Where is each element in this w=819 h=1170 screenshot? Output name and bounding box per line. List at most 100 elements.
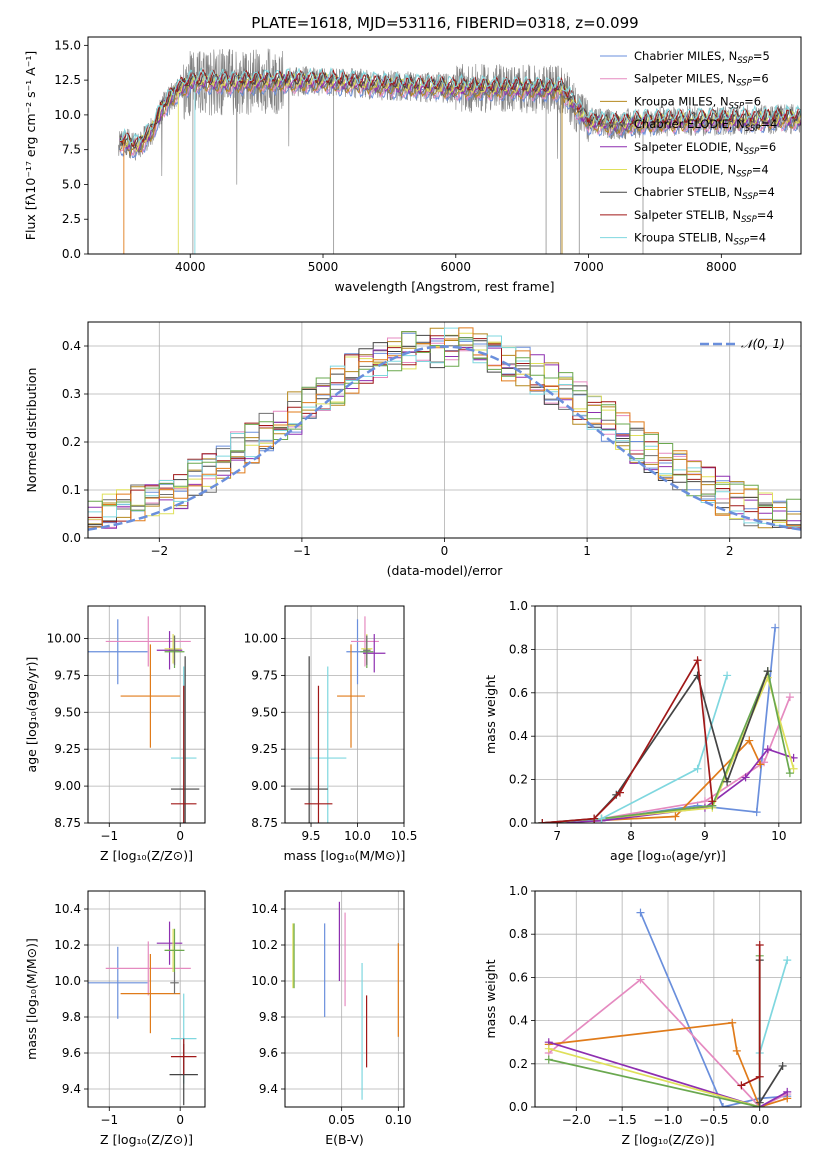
x-axis-label: age [log₁₀(age/yr)] (610, 848, 726, 863)
legend-label-sub: SSP (736, 79, 752, 89)
legend-label-sub: SSP (737, 56, 753, 66)
series-marker (741, 773, 750, 782)
y-tick-label: 10.2 (54, 938, 81, 952)
legend-label-main: Kroupa STELIB, N (634, 231, 734, 245)
x-tick-label: −1 (100, 1113, 118, 1127)
y-tick-label: 0.0 (62, 247, 81, 261)
legend-label: 𝒩(0, 1) (741, 337, 785, 351)
legend-label-tail: =4 (749, 231, 766, 245)
y-tick-label: 15.0 (54, 38, 81, 52)
y-tick-label: 1.0 (509, 599, 528, 613)
model-line (119, 80, 801, 158)
y-tick-label: 9.00 (251, 779, 278, 793)
y-tick-label: 10.4 (54, 902, 81, 916)
legend-label-sub: SSP (745, 124, 761, 134)
y-tick-label: 10.0 (54, 974, 81, 988)
errorbar-point (88, 619, 148, 685)
legend-label-main: Salpeter ELODIE, N (634, 140, 744, 154)
series-marker (771, 623, 780, 632)
panel-massweight_vs_age: 7 8 9 10 0.0 0.2 0.4 0.6 0.8 1.0 age [log₁₀(age/yr… (483, 599, 802, 863)
x-tick-label: 0 (176, 829, 184, 843)
y-tick-label: 9.75 (251, 668, 278, 682)
series-marker (671, 812, 680, 821)
legend-label-tail: =4 (752, 163, 769, 177)
series-line (548, 1047, 760, 1107)
legend-label-main: Chabrier STELIB, N (634, 185, 742, 199)
legend-label: Kroupa MILES, NSSP=6 (634, 94, 761, 111)
series-marker (693, 671, 702, 680)
x-tick-label: 4000 (175, 260, 206, 274)
errorbar-point (120, 954, 181, 1034)
series-marker (538, 819, 547, 823)
series-marker (728, 1018, 737, 1027)
series-marker (544, 1055, 553, 1064)
x-tick-label: 8 (627, 829, 635, 843)
series-marker (693, 764, 702, 773)
errorbar-point (304, 685, 333, 823)
x-tick-label: −1 (100, 829, 118, 843)
legend-label-main: Kroupa ELODIE, N (634, 163, 736, 177)
y-tick-label: 10.0 (251, 974, 278, 988)
errorbar-point (290, 656, 328, 823)
y-tick-label: 9.4 (62, 1082, 81, 1096)
x-axis-label: E(B-V) (325, 1132, 364, 1147)
y-tick-label: 0.8 (509, 642, 528, 656)
series-marker (763, 745, 772, 754)
model-line (119, 67, 801, 146)
x-tick-label: −1 (293, 544, 311, 558)
series-line (548, 1041, 788, 1107)
legend-label-main: Chabrier ELODIE, N (634, 117, 745, 131)
x-tick-label: 10 (771, 829, 786, 843)
x-tick-label: −2.0 (562, 1113, 591, 1127)
y-tick-label: 5.0 (62, 177, 81, 191)
series-line (548, 978, 788, 1107)
errorbar-point (170, 656, 200, 823)
series-marker (755, 941, 764, 949)
x-tick-label: 0.10 (385, 1113, 412, 1127)
y-axis-label: Normed distribution (24, 368, 39, 493)
y-tick-label: 0.2 (509, 773, 528, 787)
series-marker (755, 1072, 764, 1081)
legend-label-tail: =4 (760, 117, 777, 131)
axes-frame (87, 36, 802, 255)
histogram-step (88, 331, 801, 521)
series-line (741, 945, 761, 1087)
y-tick-label: 0.6 (509, 686, 528, 700)
gaussian-curve (88, 345, 801, 531)
y-axis-label: age [log₁₀(age/yr)] (24, 657, 39, 773)
panel-residuals: 𝒩(0, 1) −2 −1 0 1 2 0.0 0.1 0.2 0.3 0.4 (data-model… (24, 321, 802, 578)
series-marker (763, 667, 772, 676)
series-marker (785, 693, 794, 702)
x-tick-label: 0.05 (328, 1113, 355, 1127)
legend-label-sub: SSP (734, 238, 750, 248)
series-line (542, 748, 794, 823)
series-line (542, 696, 791, 823)
y-tick-label: 12.5 (54, 73, 81, 87)
legend-label-tail: =6 (744, 94, 761, 108)
y-tick-label: 0.1 (62, 483, 81, 497)
legend-label-sub: SSP (744, 147, 760, 157)
x-axis-label: (data-model)/error (387, 563, 504, 578)
y-tick-label: 0.0 (62, 531, 81, 545)
errorbar-point (337, 644, 365, 748)
y-tick-label: 10.00 (244, 631, 278, 645)
x-axis-label: Z [log₁₀(Z/Z⊙)] (622, 1132, 715, 1147)
errorbar-point (105, 616, 191, 667)
x-tick-label: 6000 (441, 260, 472, 274)
legend-label-tail: =6 (752, 72, 769, 86)
series-line (758, 960, 784, 1106)
series-marker (732, 1046, 741, 1055)
plot-area (535, 891, 801, 1107)
panel-mass_vs_ebv: 0.05 0.10 9.4 9.6 9.8 10.0 10.2 10.4 E(B-V) (251, 890, 412, 1147)
legend-label-main: Salpeter MILES, N (634, 72, 736, 86)
y-tick-label: 9.6 (62, 1046, 81, 1060)
y-tick-label: 0.4 (62, 339, 81, 353)
x-tick-label: 2 (726, 544, 734, 558)
series-line (542, 675, 728, 823)
x-tick-label: 1 (583, 544, 591, 558)
legend-label-tail: =4 (757, 208, 774, 222)
x-tick-label: 7000 (573, 260, 604, 274)
model-line (119, 75, 801, 155)
